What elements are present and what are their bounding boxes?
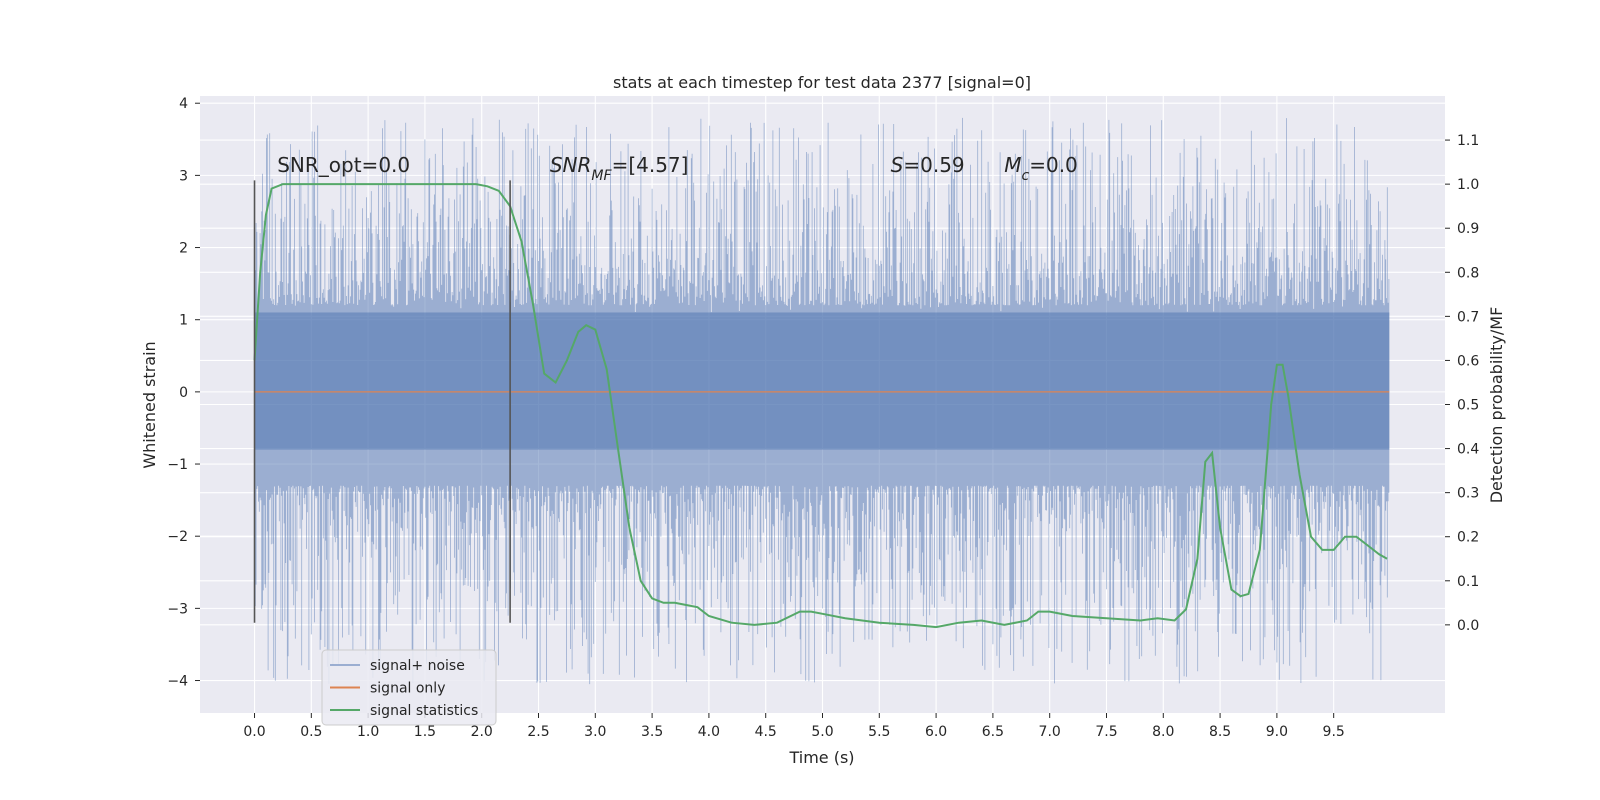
line-series bbox=[253, 183, 1390, 629]
x-tick-label: 5.0 bbox=[811, 724, 833, 740]
x-tick-label: 5.5 bbox=[868, 724, 890, 740]
annotation: SNRMF=[4.57] bbox=[550, 153, 689, 184]
x-tick-label: 3.5 bbox=[641, 724, 663, 740]
x-tick-label: 3.0 bbox=[584, 724, 606, 740]
series-signal-noise bbox=[254, 117, 1390, 685]
y-right-tick-label: 0.9 bbox=[1457, 221, 1479, 237]
y-right-tick-label: 0.6 bbox=[1457, 353, 1479, 369]
x-tick-label: 8.5 bbox=[1209, 724, 1231, 740]
x-tick-label: 2.5 bbox=[527, 724, 549, 740]
legend-box bbox=[321, 649, 497, 726]
y-tick-label: 2 bbox=[179, 241, 188, 257]
x-tick-label: 8.0 bbox=[1152, 724, 1174, 740]
y-right-tick-label: 1.0 bbox=[1457, 177, 1479, 193]
legend: signal+ noise signal only signal statistic… bbox=[321, 649, 497, 726]
y-tick-label: 1 bbox=[179, 313, 188, 329]
x-axis-title: Time (s) bbox=[788, 748, 854, 767]
y-right-tick-label: 0.5 bbox=[1457, 398, 1479, 414]
y-right-tick-label: 0.4 bbox=[1457, 442, 1479, 458]
x-tick-label: 7.0 bbox=[1039, 724, 1061, 740]
annotations: SNR_opt=0.0 SNRMF=[4.57] S=0.59 Mc=0.0 bbox=[277, 153, 1078, 184]
y-axis-right-title: Detection probability/MF bbox=[1487, 307, 1506, 504]
annotation: SNR_opt=0.0 bbox=[277, 153, 410, 177]
y-right-tick-label: 0.7 bbox=[1457, 309, 1479, 325]
y-tick-label: 4 bbox=[179, 96, 188, 112]
x-tick-label: 0.5 bbox=[300, 724, 322, 740]
x-tick-label: 4.0 bbox=[698, 724, 720, 740]
y-tick-label: 0 bbox=[179, 385, 188, 401]
legend-label: signal statistics bbox=[370, 703, 478, 719]
x-tick-label: 9.0 bbox=[1266, 724, 1288, 740]
x-tick-label: 1.0 bbox=[357, 724, 379, 740]
y-right-tick-label: 0.0 bbox=[1457, 618, 1479, 634]
axes: 0.0 0.5 1.0 1.5 2.0 2.5 3.0 3.5 4.0 4.5 5.0 5.5 6.0 6… bbox=[167, 96, 1479, 740]
annotation: S=0.59 bbox=[891, 153, 965, 177]
y-tick-label: −3 bbox=[167, 601, 188, 617]
signal-noise-band bbox=[254, 312, 1390, 450]
y-tick-label: −1 bbox=[167, 457, 188, 473]
y-right-tick-label: 0.3 bbox=[1457, 486, 1479, 502]
x-tick-label: 7.5 bbox=[1095, 724, 1117, 740]
x-tick-label: 2.0 bbox=[471, 724, 493, 740]
y-right-tick-label: 0.2 bbox=[1457, 530, 1479, 546]
y-tick-label: 3 bbox=[179, 168, 188, 184]
annotation: Mc=0.0 bbox=[1004, 153, 1078, 184]
x-tick-label: 6.0 bbox=[925, 724, 947, 740]
x-tick-label: 9.5 bbox=[1323, 724, 1345, 740]
y-right-tick-label: 1.1 bbox=[1457, 133, 1479, 149]
y-right-tick-label: 0.8 bbox=[1457, 265, 1479, 281]
y-right-tick-label: 0.1 bbox=[1457, 574, 1479, 590]
x-tick-label: 1.5 bbox=[414, 724, 436, 740]
y-tick-label: −4 bbox=[167, 674, 188, 690]
y-tick-label: −2 bbox=[167, 529, 188, 545]
legend-label: signal+ noise bbox=[370, 658, 465, 674]
chart-title: stats at each timestep for test data 237… bbox=[613, 73, 1031, 92]
x-tick-label: 4.5 bbox=[755, 724, 777, 740]
y-axis-title: Whitened strain bbox=[140, 341, 159, 468]
x-tick-label: 0.0 bbox=[243, 724, 265, 740]
x-tick-label: 6.5 bbox=[982, 724, 1004, 740]
vertical-lines bbox=[253, 180, 511, 623]
legend-label: signal only bbox=[370, 681, 445, 697]
series-signal-statistics bbox=[253, 183, 1388, 629]
